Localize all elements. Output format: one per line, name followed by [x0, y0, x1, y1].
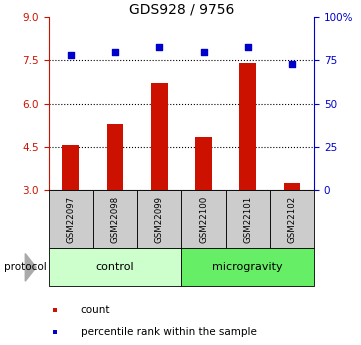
Text: microgravity: microgravity	[212, 263, 283, 272]
Text: count: count	[81, 305, 110, 315]
Text: GSM22098: GSM22098	[110, 196, 119, 243]
Point	[156, 44, 162, 49]
Bar	[49, 248, 181, 286]
Title: GDS928 / 9756: GDS928 / 9756	[129, 2, 234, 16]
Bar	[49, 190, 93, 248]
Bar	[181, 190, 226, 248]
Bar	[195, 137, 212, 190]
Text: GSM22102: GSM22102	[287, 196, 296, 243]
Text: percentile rank within the sample: percentile rank within the sample	[81, 327, 257, 337]
Point	[201, 49, 206, 55]
Text: control: control	[96, 263, 134, 272]
Bar	[53, 308, 57, 312]
Point	[112, 49, 118, 55]
Bar	[62, 145, 79, 190]
Point	[289, 61, 295, 67]
Bar	[239, 63, 256, 190]
Bar	[93, 190, 137, 248]
Bar	[226, 190, 270, 248]
Bar	[137, 190, 182, 248]
Text: protocol: protocol	[4, 263, 46, 272]
Bar	[53, 331, 57, 334]
Bar	[151, 83, 168, 190]
Bar	[283, 183, 300, 190]
Bar	[270, 190, 314, 248]
Text: GSM22100: GSM22100	[199, 196, 208, 243]
Bar	[106, 124, 123, 190]
Text: GSM22099: GSM22099	[155, 196, 164, 243]
Point	[245, 44, 251, 49]
Bar	[181, 248, 314, 286]
Point	[68, 52, 74, 58]
Text: GSM22097: GSM22097	[66, 196, 75, 243]
Text: GSM22101: GSM22101	[243, 196, 252, 243]
